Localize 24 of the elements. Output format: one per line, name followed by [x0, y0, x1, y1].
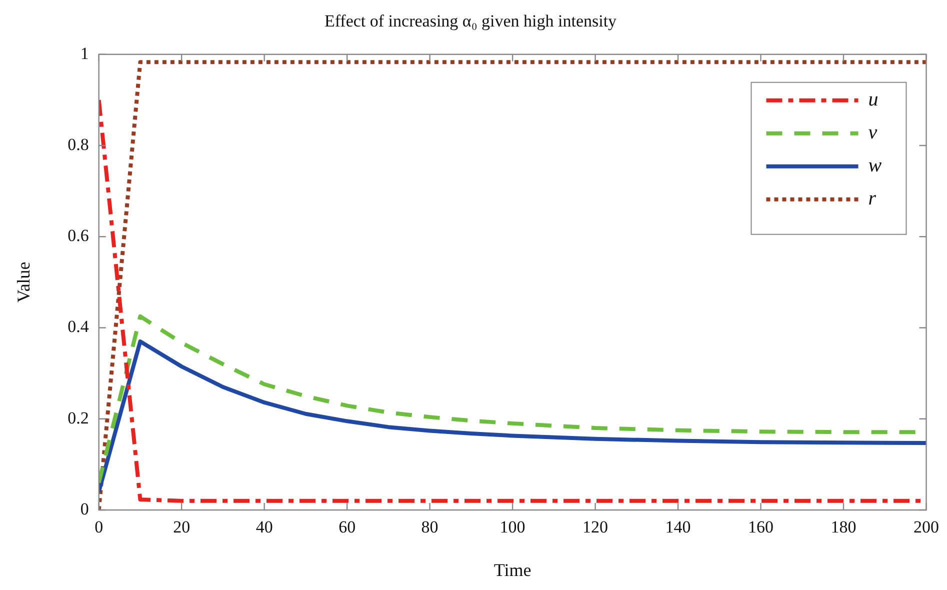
- x-tick-label: 140: [665, 518, 691, 537]
- legend-label: v: [868, 122, 878, 144]
- x-axis-title: Time: [494, 560, 532, 580]
- x-tick-label: 120: [582, 518, 608, 537]
- x-tick-label: 60: [338, 518, 356, 537]
- x-tick-label: 40: [256, 518, 273, 537]
- x-tick-label: 20: [173, 518, 190, 537]
- x-tick-label: 0: [94, 518, 104, 537]
- x-tick-label: 160: [748, 518, 774, 537]
- legend-label: r: [868, 188, 876, 210]
- y-axis-title: Value: [14, 262, 34, 303]
- chart-title: Effect of increasing α₀ given high intensity: [324, 12, 618, 31]
- legend-label: u: [868, 88, 878, 111]
- y-tick-label: 0.4: [68, 317, 90, 336]
- y-tick-label: 0.2: [68, 408, 89, 428]
- y-tick-label: 1: [80, 44, 89, 63]
- x-tick-label: 100: [500, 518, 526, 537]
- x-tick-label: 200: [914, 518, 939, 537]
- y-tick-label: 0.6: [68, 226, 89, 246]
- x-tick-label: 180: [830, 518, 856, 537]
- x-tick-label: 80: [421, 518, 438, 537]
- y-tick-label: 0: [80, 499, 89, 518]
- legend-label: w: [868, 154, 882, 177]
- y-tick-label: 0.8: [68, 134, 89, 154]
